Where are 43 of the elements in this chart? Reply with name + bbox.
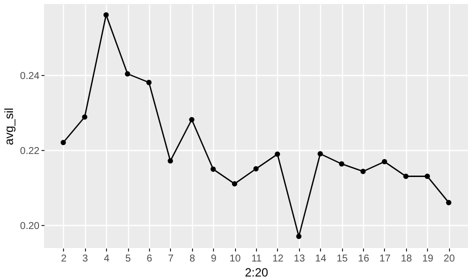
x-tick-label: 13	[294, 254, 306, 264]
x-tick-label: 8	[189, 254, 196, 264]
point	[403, 174, 409, 179]
x-tick-label: 9	[210, 254, 217, 264]
x-axis-title: 2:20	[244, 266, 268, 280]
point	[446, 200, 452, 206]
point	[424, 174, 430, 179]
point	[124, 71, 130, 76]
point	[60, 140, 66, 146]
y-axis-title: avg_sil	[2, 108, 16, 146]
x-tick-label: 4	[104, 254, 110, 264]
point	[360, 168, 366, 174]
x-tick-label: 17	[379, 254, 391, 264]
x-tick-label: 6	[146, 254, 153, 264]
y-tick-label: 0.20	[20, 220, 40, 232]
x-tick-label: 16	[358, 254, 370, 264]
y-tick-label: 0.22	[20, 146, 40, 157]
point	[274, 152, 280, 157]
point	[296, 234, 302, 240]
point	[232, 181, 238, 186]
point	[168, 158, 173, 164]
y-tick-label: 0.24	[20, 70, 40, 82]
point	[339, 161, 344, 167]
x-tick-label: 14	[315, 254, 327, 264]
point	[253, 166, 259, 172]
point	[210, 166, 216, 172]
point	[382, 159, 388, 164]
x-tick-label: 11	[251, 254, 262, 264]
x-tick-label: 10	[230, 254, 242, 264]
x-tick-label: 20	[444, 254, 456, 264]
x-tick-label: 2	[60, 254, 67, 264]
point	[189, 116, 194, 122]
point	[146, 80, 152, 86]
point	[103, 12, 109, 18]
x-tick-label: 15	[336, 254, 348, 264]
point	[82, 114, 88, 120]
x-tick-label: 18	[400, 254, 412, 264]
x-tick-label: 5	[125, 254, 132, 264]
x-tick-label: 3	[82, 254, 88, 264]
x-tick-label: 7	[168, 254, 174, 264]
point	[318, 151, 323, 156]
x-tick-label: 12	[272, 254, 284, 264]
x-tick-label: 19	[422, 254, 434, 264]
